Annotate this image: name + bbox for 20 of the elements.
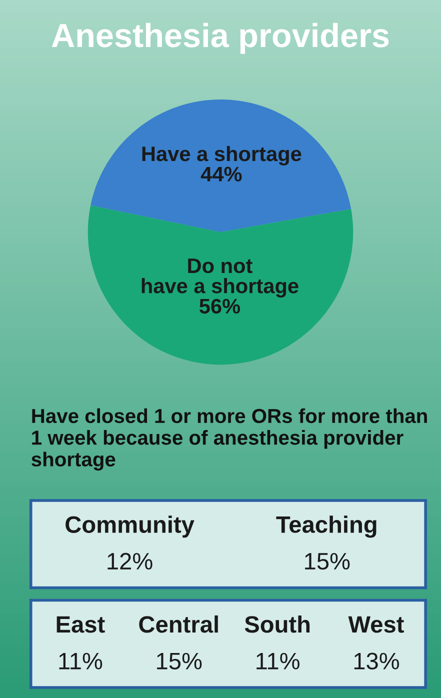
category-label: South <box>244 615 310 633</box>
data-label: 56% <box>200 298 240 314</box>
category-label: Teaching <box>276 516 376 538</box>
category-label: West <box>348 616 404 633</box>
text: 13% <box>354 652 400 670</box>
slice-label: Have a shortage <box>142 146 302 166</box>
chart-title: Anesthesia providers <box>52 22 389 54</box>
pie-slice <box>90 99 352 232</box>
category-label: Central <box>139 615 218 633</box>
category-label: East <box>56 616 105 633</box>
text: 11% <box>59 652 102 670</box>
text: 15% <box>305 553 350 570</box>
slice-label: Do not have a shortage <box>142 258 298 298</box>
text: Have closed 1 or more ORs for more than 1 week because of anesthesia provider shortage <box>32 408 427 471</box>
text: 11% <box>256 652 300 670</box>
pie-slice <box>88 205 354 365</box>
text: 12% <box>108 552 152 570</box>
data-label: 44% <box>200 166 242 182</box>
text: 15% <box>157 652 202 670</box>
category-label: Community <box>66 516 194 538</box>
